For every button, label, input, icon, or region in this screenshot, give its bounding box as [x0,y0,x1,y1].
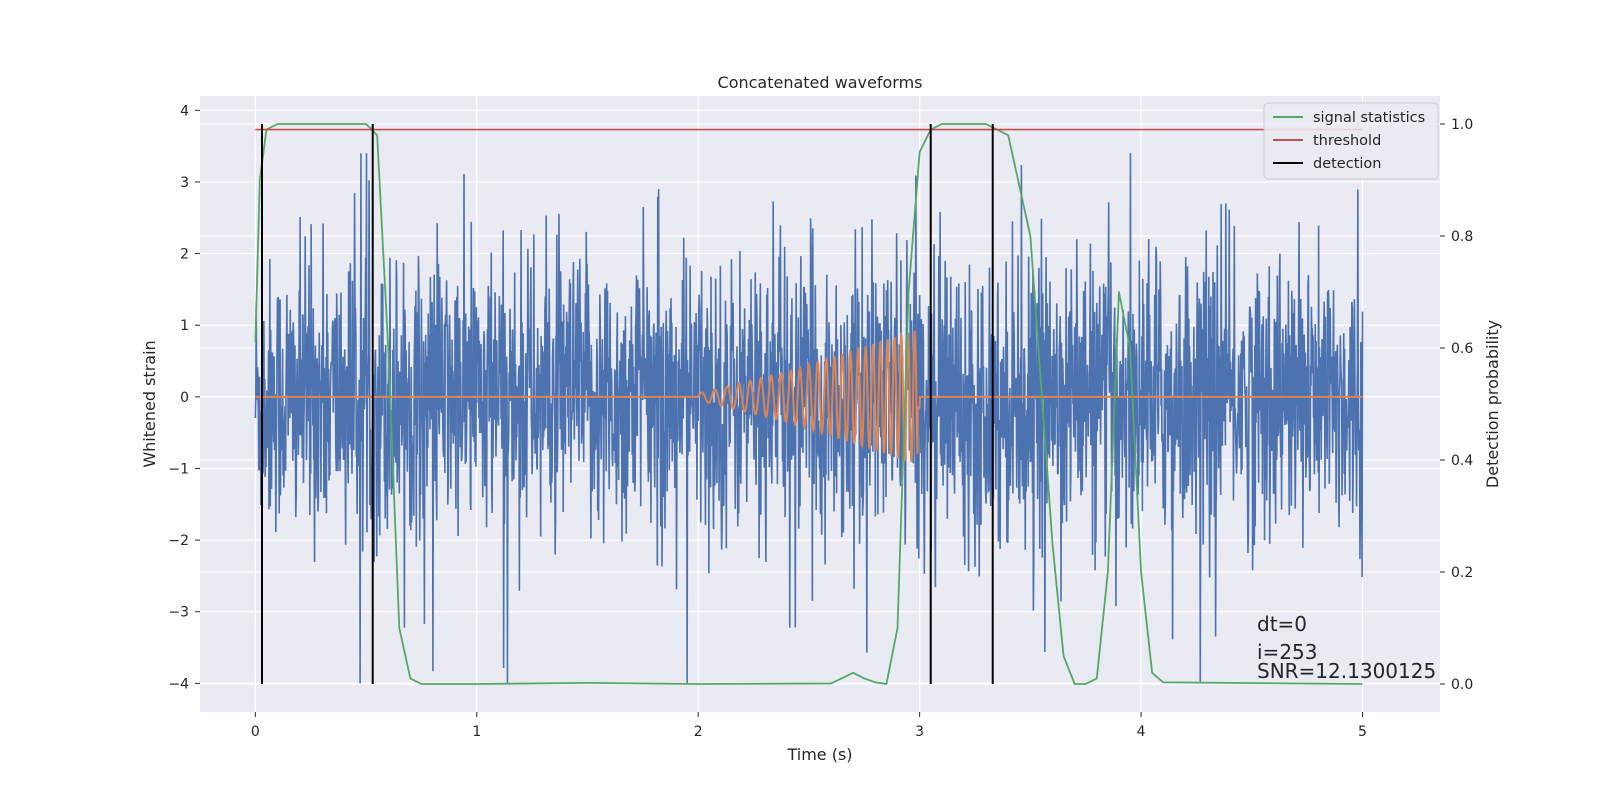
y-tick-label: 4 [180,103,189,119]
y-tick-label: −4 [168,676,189,692]
annotations: dt=0 i=253 SNR=12.1300125 [1257,612,1436,683]
annotation-snr: SNR=12.1300125 [1257,659,1436,683]
y-tick-label: −3 [168,605,189,621]
x-tick-label: 4 [1137,724,1146,740]
strain-series-line [254,153,1364,684]
x-tick-label: 2 [694,724,703,740]
legend-label-threshold: threshold [1313,133,1381,149]
y2-tick-label: 0.2 [1451,565,1473,581]
x-axis-label: Time (s) [786,745,852,764]
y2-tick-label: 0.6 [1451,341,1473,357]
detection-lines [261,124,994,684]
y-tick-label: 2 [180,247,189,263]
y-tick-label: −2 [168,533,189,549]
y2-tick-label: 0.4 [1451,453,1473,469]
legend-box [1263,102,1439,180]
y-tick-label: −1 [168,461,189,477]
x-tick-label: 3 [915,724,924,740]
y-tick-label: 1 [180,318,189,334]
ticks: 0 1 2 3 4 5 −4 −3 −2 −1 0 1 2 3 4 0.0 0.2 0.4 0.6 0.8 1.0 [168,103,1473,740]
y-tick-label: 3 [180,175,189,191]
annotation-dt: dt=0 [1257,612,1307,636]
y2-tick-label: 0.8 [1451,229,1473,245]
y2-tick-label: 0.0 [1451,677,1473,693]
series-layer [254,123,1364,685]
y-axis-label: Whitened strain [140,340,159,467]
chart-title: Concatenated waveforms [718,73,923,92]
y2-tick-label: 1.0 [1451,117,1473,133]
legend-label-detection: detection [1313,156,1381,172]
x-tick-label: 5 [1358,724,1367,740]
legend-label-signal: signal statistics [1313,110,1425,126]
legend: signal statistics threshold detection [1263,102,1439,180]
x-tick-label: 0 [251,724,260,740]
template-series-line [255,330,1363,463]
x-tick-label: 1 [472,724,481,740]
signal-statistics-line [254,123,1363,685]
y2-axis-label: Detection probability [1483,320,1502,488]
annotation-i: i=253 [1257,640,1318,664]
y-tick-label: 0 [180,390,189,406]
